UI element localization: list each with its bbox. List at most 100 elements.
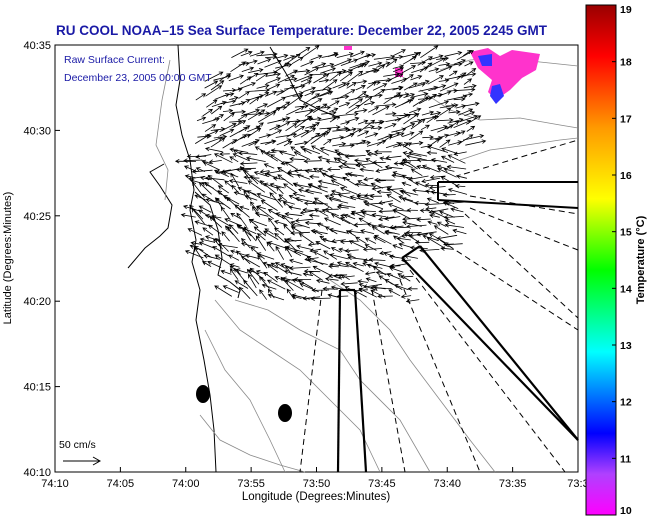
current-vector [209, 216, 223, 228]
current-vector [443, 167, 455, 172]
current-vector [369, 194, 383, 199]
current-vector [317, 155, 329, 161]
colorbar: 19 18 17 16 15 14 13 12 11 10 Temperature (°C) [585, 4, 647, 517]
current-vector [352, 261, 364, 267]
current-vector [364, 244, 377, 251]
current-vector [226, 226, 240, 242]
current-vector [294, 218, 314, 223]
current-vector [284, 76, 298, 82]
current-vector [302, 45, 320, 58]
current-vector [446, 120, 460, 130]
current-vector [412, 92, 429, 98]
current-vector [408, 150, 428, 157]
x-axis-label: Longitude (Degrees:Minutes) [242, 491, 390, 503]
current-vector [276, 85, 295, 96]
current-vector [310, 228, 328, 235]
current-vector [441, 147, 458, 154]
current-vector [309, 122, 320, 129]
current-vector [371, 212, 387, 218]
current-vector [339, 111, 359, 117]
current-vector [263, 163, 275, 169]
current-vector [318, 128, 332, 137]
current-vector [220, 99, 237, 105]
current-vector [457, 134, 474, 146]
current-vector [324, 194, 342, 201]
current-vector [323, 217, 341, 226]
current-vector [428, 233, 447, 244]
current-vector [259, 180, 277, 195]
current-vector [347, 172, 364, 177]
current-vector [207, 260, 222, 268]
current-vector [265, 139, 277, 145]
current-vector [329, 253, 349, 260]
current-vector [256, 233, 266, 241]
current-vector [256, 83, 270, 89]
current-vector [360, 229, 375, 234]
current-vector [293, 151, 311, 160]
current-vector [320, 67, 336, 74]
current-vector [393, 283, 409, 291]
current-vector [464, 111, 476, 117]
current-vector [248, 68, 264, 74]
current-vector [371, 185, 393, 191]
current-vector [302, 207, 324, 213]
current-vector [393, 66, 405, 73]
current-vector [314, 208, 329, 217]
current-vector [241, 237, 251, 249]
current-vector [302, 93, 320, 105]
current-vector [212, 246, 229, 257]
current-vector [336, 126, 349, 131]
current-vector [214, 285, 233, 297]
colorbar-gradient [585, 4, 617, 516]
current-vector [354, 182, 376, 187]
current-vector [280, 263, 293, 269]
current-vector [368, 257, 386, 263]
current-vector [410, 168, 423, 177]
current-vector [304, 105, 321, 117]
current-vector [265, 54, 278, 60]
current-vector [372, 125, 383, 131]
current-vector [324, 276, 339, 282]
current-vector [355, 236, 367, 244]
current-vector [300, 127, 317, 138]
current-vector [204, 71, 224, 82]
current-vector [294, 73, 314, 83]
current-vector [268, 217, 277, 229]
current-vector [268, 129, 283, 137]
current-vector [437, 90, 452, 97]
current-vector [348, 98, 364, 109]
current-vector [403, 82, 418, 91]
current-vector [340, 274, 350, 281]
current-vector [361, 211, 375, 217]
current-vector [357, 279, 369, 284]
current-vector [444, 50, 463, 57]
current-vector [373, 64, 386, 74]
current-vector [347, 116, 360, 122]
current-vector [384, 123, 397, 129]
current-vector [284, 161, 297, 170]
current-vector [228, 74, 244, 82]
current-vector [340, 217, 358, 228]
current-vector [407, 286, 418, 292]
current-vector [228, 254, 240, 261]
current-vector [295, 108, 314, 114]
y-tick-label: 40:30 [23, 125, 51, 137]
current-vector [393, 49, 406, 56]
current-vector [456, 72, 467, 80]
current-vector [198, 182, 212, 195]
current-vector [426, 115, 438, 124]
current-vector [405, 230, 422, 235]
current-vector [293, 68, 311, 74]
current-vector [293, 129, 310, 138]
current-vector [284, 238, 296, 251]
current-vector [416, 217, 431, 222]
current-vector [260, 200, 278, 211]
current-vector [319, 125, 341, 130]
current-vector [219, 128, 235, 137]
current-vector [347, 70, 364, 83]
current-vector [246, 268, 260, 285]
current-vector [269, 182, 285, 189]
current-vector [421, 110, 435, 116]
current-vector [452, 228, 467, 235]
current-vector [365, 277, 377, 283]
